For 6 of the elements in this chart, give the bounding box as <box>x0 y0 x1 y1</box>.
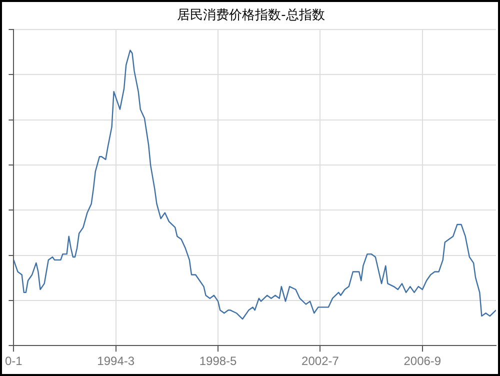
chart-title: 居民消费价格指数-总指数 <box>177 8 325 24</box>
x-tick-label: 2006-9 <box>404 354 442 368</box>
x-tick-label: 2002-7 <box>302 354 340 368</box>
x-tick-label: 1994-3 <box>97 354 135 368</box>
x-tick-label: 0-1 <box>5 354 23 368</box>
x-tick-label: 1998-5 <box>199 354 238 368</box>
